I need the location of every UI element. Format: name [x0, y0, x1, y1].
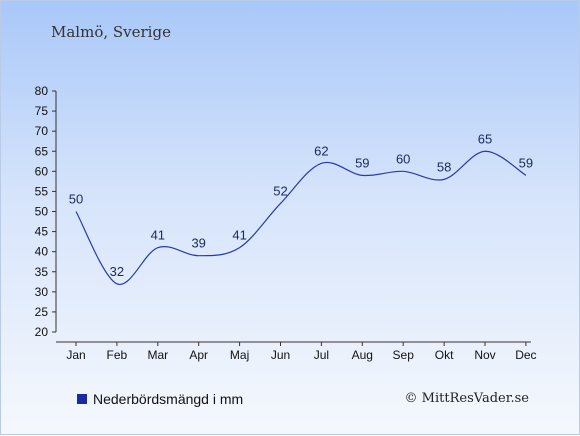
chart-title: Malmö, Sverige [51, 23, 171, 41]
x-tick-label: Feb [107, 348, 128, 362]
data-label: 60 [396, 151, 410, 166]
x-tick-label: Nov [474, 348, 495, 362]
y-tick-label: 70 [35, 124, 49, 138]
data-label: 52 [273, 183, 287, 198]
legend-label: Nederbördsmängd i mm [93, 391, 244, 407]
data-label: 58 [437, 159, 451, 174]
y-tick-label: 25 [35, 305, 49, 319]
x-tick-label: Sep [393, 348, 415, 362]
y-tick-label: 60 [35, 164, 49, 178]
y-tick-label: 50 [35, 205, 49, 219]
x-tick-label: Okt [435, 348, 454, 362]
x-tick-label: Maj [230, 348, 249, 362]
data-label: 41 [151, 228, 165, 243]
data-label: 41 [232, 228, 246, 243]
y-tick-label: 30 [35, 285, 49, 299]
data-label: 59 [355, 155, 369, 170]
y-tick-label: 35 [35, 265, 49, 279]
data-label: 65 [478, 131, 492, 146]
x-tick-label: Mar [147, 348, 168, 362]
data-label: 59 [519, 155, 533, 170]
y-tick-label: 80 [35, 84, 49, 98]
y-tick-label: 75 [35, 104, 49, 118]
x-tick-label: Dec [515, 348, 536, 362]
copyright-text: © MittResVader.se [404, 391, 529, 406]
data-label: 32 [110, 264, 124, 279]
y-tick-label: 55 [35, 184, 49, 198]
data-label: 39 [191, 236, 205, 251]
data-label: 62 [314, 143, 328, 158]
y-tick-label: 45 [35, 225, 49, 239]
x-tick-label: Aug [352, 348, 373, 362]
y-tick-label: 20 [35, 325, 49, 339]
y-tick-label: 40 [35, 245, 49, 259]
y-tick-label: 65 [35, 144, 49, 158]
legend: Nederbördsmängd i mm [77, 391, 243, 407]
data-label: 50 [69, 192, 83, 207]
x-tick-label: Jul [314, 348, 329, 362]
x-tick-label: Jun [271, 348, 290, 362]
x-tick-label: Apr [189, 348, 208, 362]
x-tick-label: Jan [66, 348, 85, 362]
series-line [75, 150, 527, 285]
legend-swatch [77, 394, 87, 404]
